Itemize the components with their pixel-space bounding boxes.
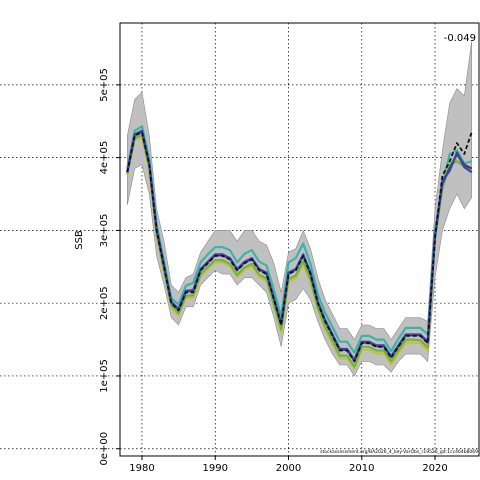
y-tick-label: 0e+00 [99, 432, 110, 466]
series-line-black [126, 131, 473, 363]
source-footnote: stockassessment.org/BA2026_4_key-VarObs_… [320, 449, 478, 455]
y-axis-title: SSB [74, 230, 85, 250]
series-layer [126, 125, 473, 370]
plot-frame [119, 22, 480, 457]
correlation-annotation: -0.049 [444, 33, 476, 44]
confidence-band [127, 41, 473, 377]
y-tick-label: 5e+05 [99, 68, 110, 102]
x-tick-label: 1990 [203, 463, 228, 474]
confidence-band-layer [127, 41, 473, 377]
y-tick-label: 3e+05 [99, 214, 110, 248]
x-tick-label: 2000 [276, 463, 301, 474]
x-tick-label: 2020 [422, 463, 447, 474]
y-tick-label: 4e+05 [99, 141, 110, 175]
x-tick-label: 2010 [349, 463, 374, 474]
y-tick-label: 2e+05 [99, 286, 110, 320]
series-line-teal [126, 125, 473, 354]
series-line-green [126, 134, 473, 368]
x-tick-label: 1980 [129, 463, 154, 474]
y-tick-label: 1e+05 [99, 359, 110, 393]
